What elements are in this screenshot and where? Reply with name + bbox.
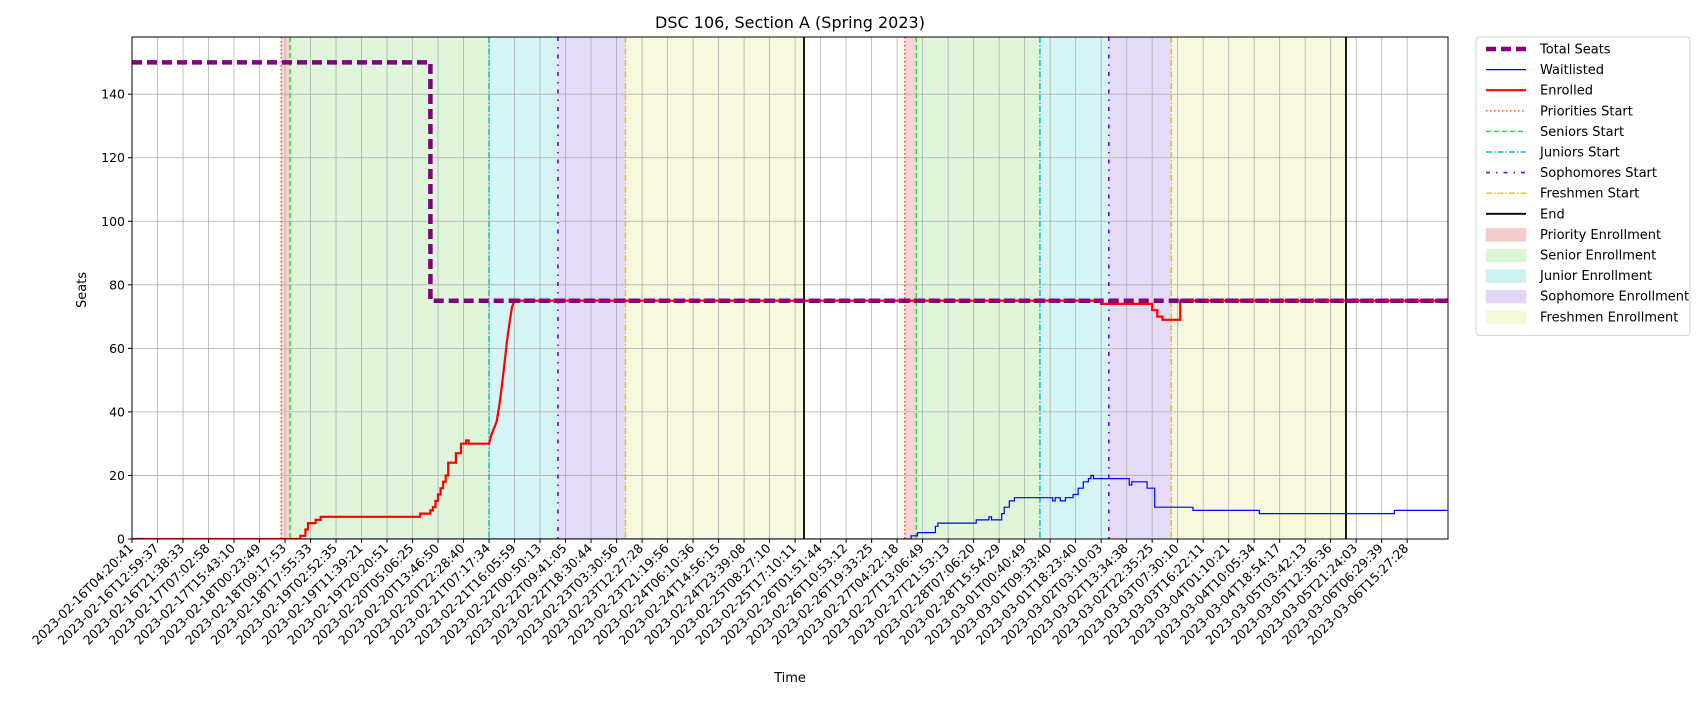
region-priority-enrollment (904, 37, 917, 539)
plot-area: 0 20 40 60 80 100 120 140 2023-02-16T04:20:41202… (29, 36, 1449, 648)
region-junior-enrollment (1039, 37, 1109, 539)
y-axis-label: Seats (75, 272, 90, 308)
y-tick-label: 20 (109, 468, 125, 483)
series-group (132, 60, 1448, 539)
legend-label-end: End (1540, 207, 1565, 222)
legend: Total Seats Waitlisted Enrolled Priorities … (1475, 36, 1691, 336)
enrollment-regions (281, 37, 1346, 539)
x-axis: 2023-02-16T04:20:412023-02-16T12:59:3720… (29, 539, 1411, 648)
legend-box (1475, 36, 1691, 336)
region-senior-enrollment (916, 37, 1040, 539)
legend-swatch-junior-enrollment (1485, 269, 1527, 283)
region-sophomore-enrollment (1108, 37, 1172, 539)
legend-swatch-freshmen-enrollment (1485, 310, 1527, 325)
legend-label-freshmen-enrollment: Freshmen Enrollment (1540, 310, 1678, 325)
legend-label-juniors-start: Juniors Start (1539, 146, 1620, 161)
grid-lines (131, 37, 1448, 540)
legend-label-freshmen-start: Freshmen Start (1540, 187, 1639, 202)
y-tick-label: 0 (117, 532, 125, 547)
series-waitlisted (132, 474, 1448, 539)
x-axis-label: Time (773, 671, 806, 686)
legend-label-priority-enrollment: Priority Enrollment (1540, 228, 1661, 243)
legend-label-priorities-start: Priorities Start (1540, 104, 1633, 119)
region-sophomore-enrollment (557, 37, 626, 539)
legend-label-senior-enrollment: Senior Enrollment (1540, 249, 1656, 264)
y-tick-label: 40 (109, 404, 125, 419)
legend-label-sophomores-start: Sophomores Start (1540, 166, 1657, 181)
region-priority-enrollment (281, 37, 291, 539)
y-tick-label: 100 (101, 214, 125, 229)
y-tick-label: 120 (101, 150, 125, 165)
phase-markers (280, 37, 1347, 539)
plot-frame (131, 36, 1449, 540)
y-tick-label: 60 (109, 341, 125, 356)
legend-swatch-sophomore-enrollment (1485, 289, 1527, 304)
legend-label-waitlisted: Waitlisted (1540, 63, 1604, 78)
region-junior-enrollment (489, 37, 558, 539)
legend-label-enrolled: Enrolled (1540, 84, 1593, 99)
legend-swatch-senior-enrollment (1485, 248, 1527, 263)
y-tick-label: 80 (109, 277, 125, 292)
legend-label-total-seats: Total Seats (1539, 43, 1611, 58)
legend-label-seniors-start: Seniors Start (1540, 125, 1624, 140)
region-freshmen-enrollment (625, 37, 805, 539)
y-tick-label: 140 (101, 87, 125, 102)
y-axis: 0 20 40 60 80 100 120 140 (101, 87, 132, 547)
region-freshmen-enrollment (1171, 37, 1346, 539)
chart-title: DSC 106, Section A (Spring 2023) (655, 13, 925, 32)
legend-label-sophomore-enrollment: Sophomore Enrollment (1540, 290, 1689, 305)
region-senior-enrollment (290, 37, 490, 539)
legend-swatch-priority-enrollment (1485, 228, 1527, 242)
legend-label-junior-enrollment: Junior Enrollment (1539, 269, 1652, 284)
